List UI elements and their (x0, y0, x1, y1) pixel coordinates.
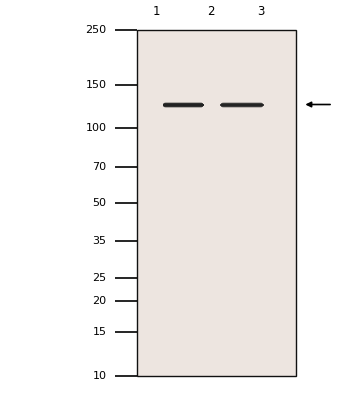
Text: 150: 150 (86, 80, 106, 90)
Text: 20: 20 (92, 296, 106, 306)
Text: 100: 100 (86, 124, 106, 134)
Text: 50: 50 (93, 198, 106, 208)
Text: 35: 35 (93, 236, 106, 246)
Text: 10: 10 (93, 371, 106, 381)
Text: 250: 250 (85, 25, 106, 35)
Text: 15: 15 (93, 328, 106, 338)
Text: 25: 25 (92, 272, 106, 282)
Text: 1: 1 (152, 5, 160, 18)
Text: 3: 3 (257, 5, 264, 18)
Text: 70: 70 (92, 162, 106, 172)
Text: 2: 2 (207, 5, 215, 18)
Bar (137, 30, 296, 376)
